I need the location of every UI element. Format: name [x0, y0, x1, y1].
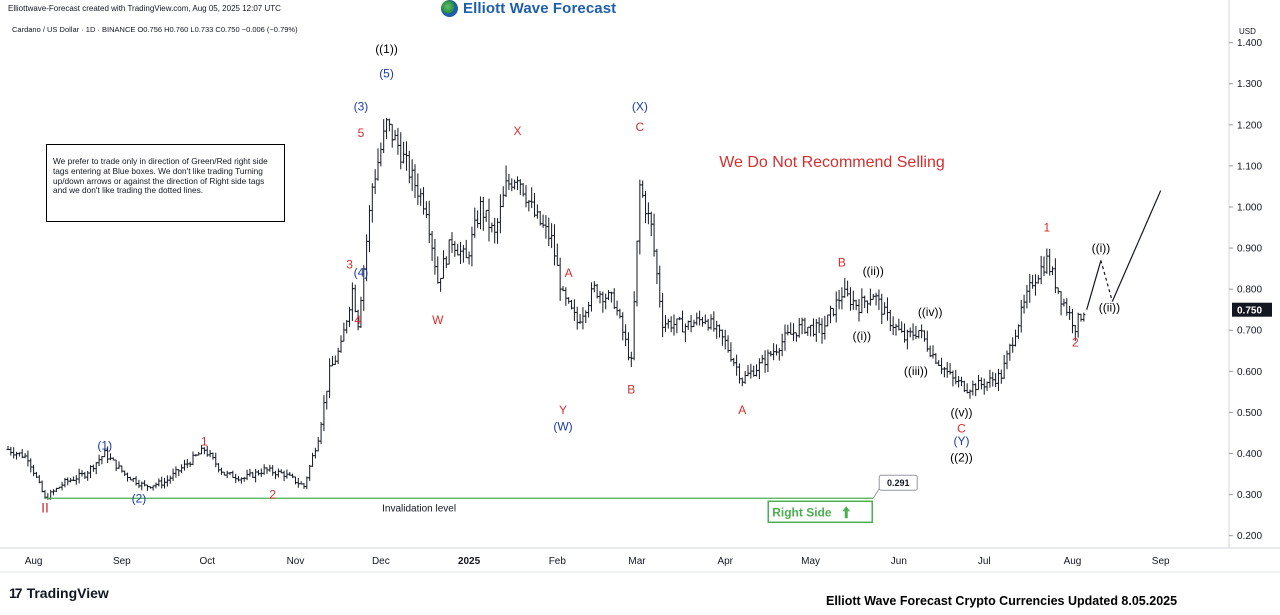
tradingview-icon: 17 [9, 585, 23, 601]
projection-line-target [1111, 190, 1162, 302]
wave-label: (2) [132, 492, 147, 506]
x-tick-label: Sep [113, 556, 131, 567]
x-tick-label: Oct [199, 556, 215, 567]
wave-label: (3) [354, 99, 369, 113]
x-tick-label: Aug [25, 556, 43, 567]
x-tick-label: Apr [717, 556, 733, 567]
up-arrow-icon [842, 506, 851, 519]
wave-label: 2 [269, 487, 276, 501]
annotation-lines: 0.291 Invalidation level Right Side [45, 190, 1162, 524]
x-tick-label: Mar [628, 556, 646, 567]
x-tick-label: Jun [891, 556, 907, 567]
y-tick-label: 0.900 [1237, 244, 1262, 255]
wave-label: II [41, 499, 49, 515]
wave-label: (Y) [953, 434, 969, 448]
wave-label: ((v)) [950, 405, 972, 419]
wave-label: 5 [358, 126, 365, 140]
x-tick-label: Nov [287, 556, 305, 567]
brand-name: Elliott Wave Forecast [463, 0, 617, 17]
x-tick-label: Dec [372, 556, 390, 567]
wave-label: B [627, 383, 635, 397]
wave-label: ((2)) [950, 450, 973, 464]
wave-label: 3 [346, 258, 353, 272]
last-price-tag [1232, 302, 1272, 317]
trading-note: We prefer to trade only in direction of … [46, 144, 285, 222]
invalidation-price: 0.291 [887, 478, 910, 488]
wave-label: ((iii)) [904, 364, 928, 378]
wave-label: ((ii)) [863, 264, 884, 278]
wave-label: A [738, 403, 746, 417]
y-tick-label: 1.200 [1237, 120, 1262, 131]
wave-label: A [565, 266, 573, 280]
y-tick-label: 0.400 [1237, 449, 1262, 460]
currency-label: USD [1239, 27, 1256, 36]
wave-label: Y [559, 403, 567, 417]
wave-label: ((1)) [375, 42, 398, 56]
invalidation-price-box [878, 474, 918, 491]
wave-label: (4) [354, 266, 369, 280]
tradingview-logo[interactable]: 17 TradingView [9, 585, 109, 601]
ohlc-bars [6, 117, 1086, 500]
globe-icon [441, 0, 458, 17]
y-tick-label: 1.300 [1237, 79, 1262, 90]
wave-label: (W) [553, 420, 572, 434]
wave-label: B [838, 256, 846, 270]
axes: USD 0.200 0.300 0.400 0.500 0.600 0.700 0.800 0.… [0, 0, 1280, 573]
symbol-legend[interactable]: Cardano / US Dollar · 1D · BINANCE O0.75… [12, 25, 298, 34]
wave-label: C [957, 422, 966, 436]
footer-title: Elliott Wave Forecast Crypto Currencies … [826, 594, 1178, 608]
x-tick-label: Sep [1152, 556, 1170, 567]
wave-label: 1 [201, 434, 208, 448]
wave-label: ((i)) [853, 329, 872, 343]
projection-line-dashed [1100, 260, 1113, 302]
wave-label: 1 [1044, 221, 1051, 235]
wave-label: ((iv)) [918, 305, 943, 319]
x-tick-label: 2025 [458, 556, 481, 567]
wave-label: (5) [379, 67, 394, 81]
wave-label: ((i)) [1092, 241, 1111, 255]
x-tick-label: Jul [978, 556, 991, 567]
wave-label: 4 [354, 313, 361, 327]
tradingview-label: TradingView [26, 585, 109, 601]
x-tick-label: May [801, 556, 820, 567]
wave-label: (X) [632, 99, 648, 113]
last-price-label: 0.750 [1237, 306, 1262, 317]
x-tick-label: Feb [549, 556, 567, 567]
y-tick-label: 1.400 [1237, 38, 1262, 49]
invalidation-label: Invalidation level [382, 503, 456, 514]
y-tick-label: 1.000 [1237, 202, 1262, 213]
y-tick-label: 0.300 [1237, 490, 1262, 501]
y-tick-label: 0.200 [1237, 531, 1262, 542]
wave-label: ((ii)) [1099, 300, 1120, 314]
y-tick-label: 0.600 [1237, 367, 1262, 378]
wave-label: C [636, 120, 645, 134]
brand-logo: Elliott Wave Forecast [441, 0, 616, 17]
no-selling-annotation: We Do Not Recommend Selling [719, 154, 945, 171]
y-tick-label: 0.800 [1237, 285, 1262, 296]
wave-labels: We Do Not Recommend Selling II (1) (2) 1 2 3 4 (… [41, 42, 1120, 515]
y-tick-label: 0.700 [1237, 326, 1262, 337]
wave-label: W [432, 313, 444, 327]
y-tick-label: 0.500 [1237, 408, 1262, 419]
wave-label: 2 [1072, 335, 1079, 349]
right-side-label: Right Side [772, 505, 832, 519]
projection-line-up [1086, 260, 1102, 310]
wave-label: X [513, 124, 521, 138]
created-line: Elliottwave-Forecast created with Tradin… [8, 4, 281, 13]
y-tick-label: 1.100 [1237, 161, 1262, 172]
wave-label: (1) [97, 438, 112, 452]
x-tick-label: Aug [1064, 556, 1082, 567]
